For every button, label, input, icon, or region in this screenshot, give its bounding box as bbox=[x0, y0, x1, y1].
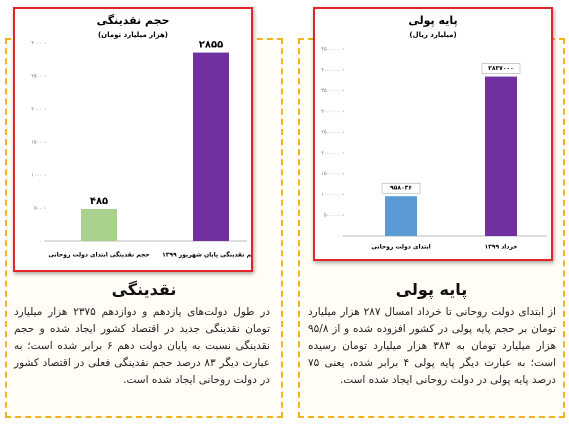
y-tick-label: ۵۰۰۰۰۰ bbox=[324, 213, 340, 219]
bar bbox=[485, 76, 517, 236]
y-tick-label: ۴۵۰۰۰۰۰ bbox=[321, 47, 340, 53]
x-tick-label: خرداد ۱۳۹۹ bbox=[484, 244, 517, 251]
y-tick-label: ۲۵۰۰ bbox=[31, 74, 42, 80]
y-tick-label: ۰ bbox=[337, 234, 340, 240]
chart: حجم نقدینگی (هزار میلیارد تومان) ۰ ۵۰۰ ۱۰۰۰ ۱… bbox=[31, 14, 251, 259]
chart: پایه پولی (میلیارد ریال) ۰ ۵۰۰۰۰۰ ۱۰۰۰۰۰۰ ۱۵۰… bbox=[321, 14, 547, 251]
bar bbox=[193, 52, 229, 241]
chart-card: حجم نقدینگی (هزار میلیارد تومان) ۰ ۵۰۰ ۱۰۰۰ ۱… bbox=[13, 7, 253, 272]
value-label-box bbox=[381, 182, 421, 194]
x-tick-label: حجم نقدینگی پایان شهریور ۱۳۹۹ bbox=[162, 251, 251, 259]
y-tick-label: ۲۰۰۰ bbox=[31, 107, 42, 113]
x-tick-label: ابتدای دولت روحانی bbox=[371, 244, 430, 251]
bar bbox=[81, 208, 117, 241]
chart-title: حجم نقدینگی bbox=[97, 14, 170, 27]
y-tick-label: ۱۵۰۰ bbox=[31, 140, 42, 146]
value-label: ۲۸۵۵ bbox=[199, 40, 223, 51]
y-tick-label: ۱۰۰۰۰۰۰ bbox=[321, 192, 340, 198]
y-tick-label: ۱۵۰۰۰۰۰ bbox=[321, 171, 340, 177]
value-label-box bbox=[192, 39, 230, 50]
value-label-box bbox=[80, 195, 118, 206]
value-label: ۳۸۳۷۰۰۰ bbox=[488, 65, 514, 72]
y-tick-label: ۱۰۰۰ bbox=[31, 173, 42, 179]
chart-title: پایه پولی bbox=[408, 14, 457, 27]
chart-subtitle: (هزار میلیارد تومان) bbox=[98, 31, 168, 39]
chart-card: پایه پولی (میلیارد ریال) ۰ ۵۰۰۰۰۰ ۱۰۰۰۰۰۰ ۱۵۰… bbox=[313, 7, 553, 261]
value-label: ۴۸۵ bbox=[90, 196, 108, 207]
y-tick-label: ۰ bbox=[39, 239, 42, 245]
y-tick-label: ۴۰۰۰۰۰۰ bbox=[321, 67, 340, 73]
y-tick-label: ۳۵۰۰۰۰۰ bbox=[321, 88, 340, 94]
y-tick-label: ۵۰۰ bbox=[34, 206, 42, 212]
section-text: از ابتدای دولت روحانی تا خرداد امسال ۲۸۷… bbox=[308, 306, 556, 386]
y-tick-label: ۲۰۰۰۰۰۰ bbox=[321, 150, 340, 156]
chart-subtitle: (میلیارد ریال) bbox=[409, 31, 456, 39]
bar bbox=[385, 196, 417, 236]
value-label: ۹۵۸۰۳۶ bbox=[390, 185, 412, 192]
y-tick-label: ۳۰۰۰۰۰۰ bbox=[321, 109, 340, 115]
section-heading: پایه پولی bbox=[395, 280, 468, 299]
x-tick-label: حجم نقدینگی ابتدای دولت روحانی bbox=[48, 251, 149, 259]
value-label-box bbox=[481, 63, 521, 74]
y-tick-label: ۳۰۰۰ bbox=[31, 41, 42, 47]
section-text: در طول دولت‌های یازدهم و دوازدهم ۲۳۷۵ هز… bbox=[14, 306, 270, 386]
section-heading: نقدینگی bbox=[111, 280, 177, 299]
y-tick-label: ۲۵۰۰۰۰۰ bbox=[321, 130, 340, 136]
